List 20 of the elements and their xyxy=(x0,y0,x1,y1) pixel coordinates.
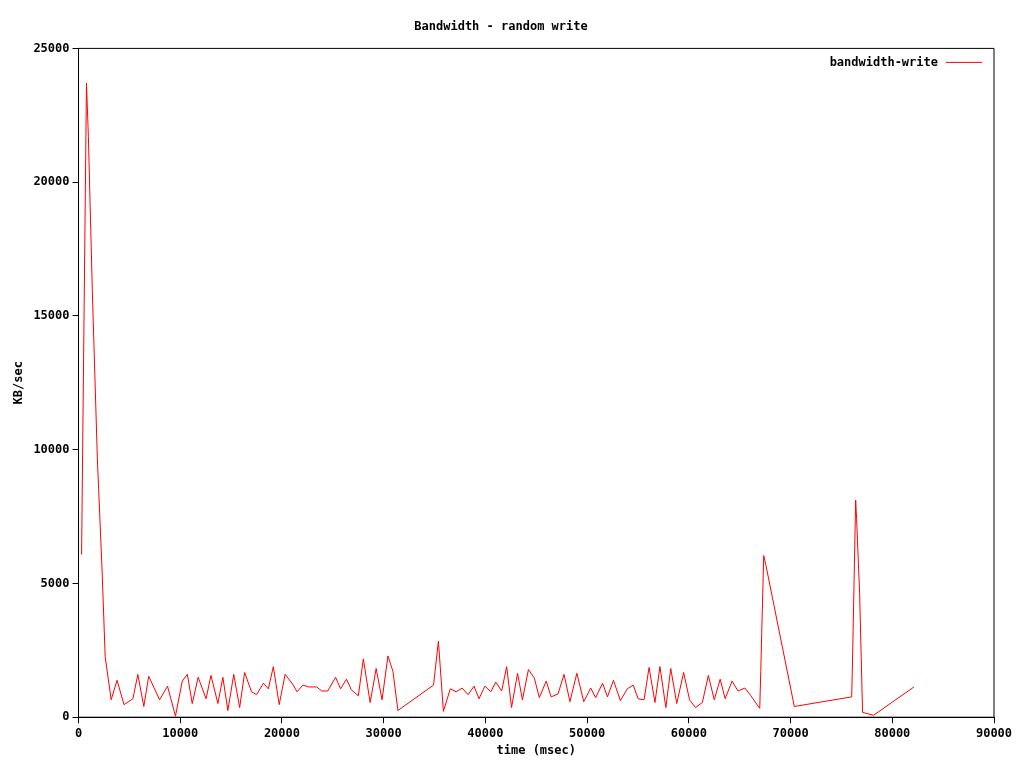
x-tick-label: 30000 xyxy=(365,725,402,740)
y-axis-title: KB/sec xyxy=(11,361,26,405)
y-tick-label: 20000 xyxy=(33,174,70,189)
x-tick-label: 0 xyxy=(74,725,83,740)
x-axis-title: time (msec) xyxy=(496,742,576,757)
x-tick-label: 20000 xyxy=(263,725,301,740)
x-tick-label: 60000 xyxy=(670,725,707,740)
y-tick-label: 10000 xyxy=(33,441,70,456)
legend-label: bandwidth-write xyxy=(829,54,938,69)
chart-title: Bandwidth - random write xyxy=(414,19,588,34)
x-tick-label: 40000 xyxy=(467,725,504,740)
x-tick-label: 90000 xyxy=(975,725,1013,740)
y-tick-label: 5000 xyxy=(40,575,70,590)
y-tick-label: 0 xyxy=(62,709,70,724)
x-tick-label: 50000 xyxy=(569,725,606,740)
x-tick-label: 80000 xyxy=(874,725,911,740)
y-tick-label: 25000 xyxy=(33,40,70,55)
y-tick-label: 15000 xyxy=(33,308,70,323)
x-tick-label: 10000 xyxy=(162,725,199,740)
x-tick-label: 70000 xyxy=(772,725,809,740)
